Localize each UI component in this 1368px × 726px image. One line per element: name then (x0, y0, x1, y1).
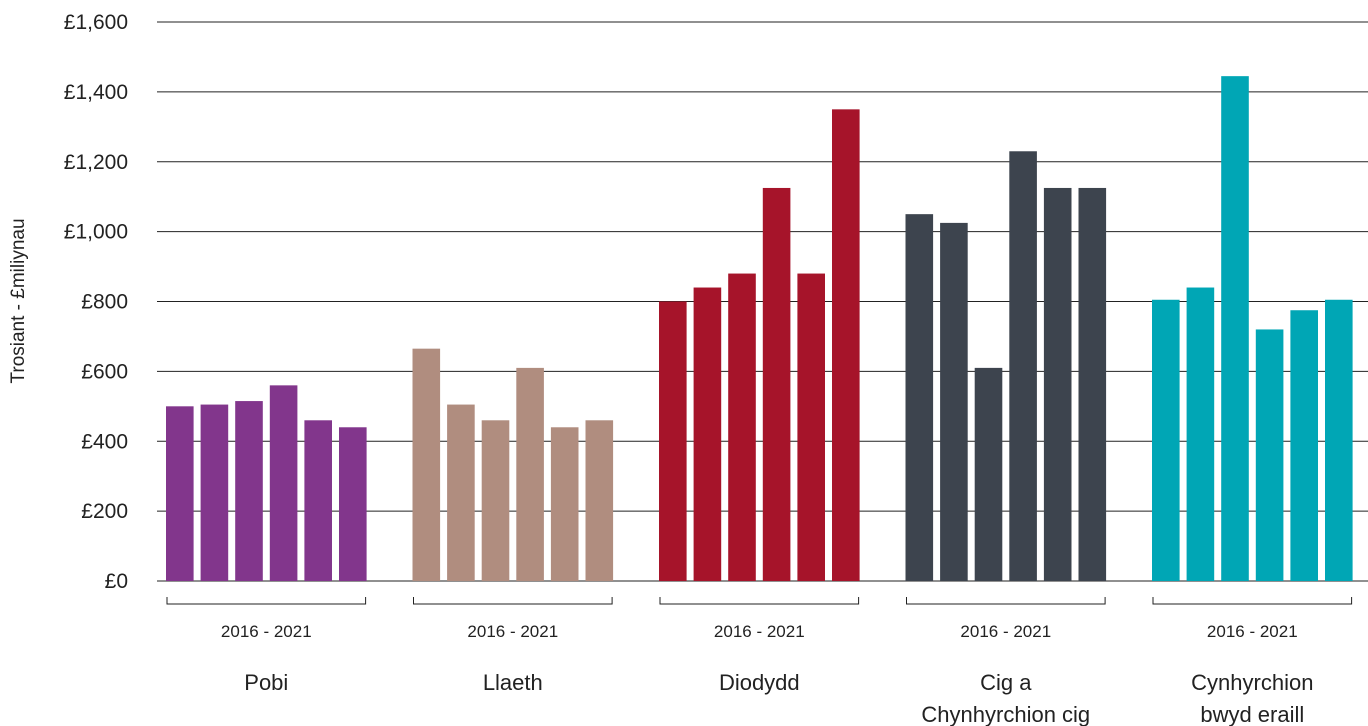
category-label: Cynhyrchion (1191, 670, 1313, 695)
category-label: Cig a (980, 670, 1032, 695)
y-tick-label: £1,400 (64, 81, 128, 104)
category-label: Pobi (244, 670, 288, 695)
bar (304, 420, 332, 581)
y-axis-ticks: £0 £200 £400 £600 £800 £1,000 £1,200 £1,400 £1,6… (64, 11, 128, 593)
bar (1221, 76, 1249, 581)
y-tick-label: £1,600 (64, 11, 128, 34)
range-label: 2016 - 2021 (960, 622, 1051, 641)
range-label: 2016 - 2021 (467, 622, 558, 641)
bar (1325, 299, 1353, 581)
bar (940, 222, 968, 581)
bar (339, 427, 367, 581)
y-axis-label: Trosiant - £miliynau (8, 218, 29, 383)
bar (481, 420, 510, 581)
y-tick-label: £200 (81, 500, 128, 523)
category-label: Diodydd (719, 670, 800, 695)
bar (235, 401, 263, 581)
bar (832, 109, 860, 581)
bar (762, 187, 791, 581)
bar (166, 406, 194, 581)
bar (1255, 329, 1284, 581)
bar (585, 420, 614, 581)
bar (1009, 151, 1037, 582)
group-labels: 2016 - 2021 Pobi 2016 - 2021 Llaeth 2016 - 2… (221, 622, 1314, 726)
group-bracket (413, 597, 613, 605)
bar (550, 427, 579, 581)
category-label: Chynhyrchion cig (921, 702, 1090, 726)
bars (166, 76, 1353, 582)
bar (1043, 187, 1072, 581)
y-tick-label: £1,000 (64, 221, 128, 244)
range-label: 2016 - 2021 (1207, 622, 1298, 641)
bar (1152, 299, 1180, 581)
bar (974, 367, 1003, 581)
bar (412, 348, 441, 581)
bar (1078, 187, 1107, 581)
bar (659, 301, 687, 581)
group-bracket (1152, 597, 1353, 605)
bar (447, 404, 475, 581)
gridlines (157, 21, 1368, 582)
bar (1186, 287, 1215, 581)
bar (200, 404, 229, 581)
group-bracket (906, 597, 1106, 605)
range-label: 2016 - 2021 (714, 622, 805, 641)
y-tick-label: £1,200 (64, 151, 128, 174)
category-label: Llaeth (483, 670, 543, 695)
bar (516, 367, 544, 581)
group-brackets (166, 597, 1353, 605)
group-bracket (659, 597, 860, 605)
y-tick-label: £600 (81, 360, 128, 383)
group-bracket (166, 597, 367, 605)
y-tick-label: £0 (105, 570, 128, 593)
bar (728, 273, 756, 581)
range-label: 2016 - 2021 (221, 622, 312, 641)
bar (905, 214, 934, 581)
y-tick-label: £400 (81, 430, 128, 453)
bar (1290, 310, 1318, 581)
bar (797, 273, 825, 581)
bar (693, 287, 722, 581)
category-label: bwyd eraill (1200, 702, 1304, 726)
y-tick-label: £800 (81, 291, 128, 314)
bar (269, 385, 298, 581)
